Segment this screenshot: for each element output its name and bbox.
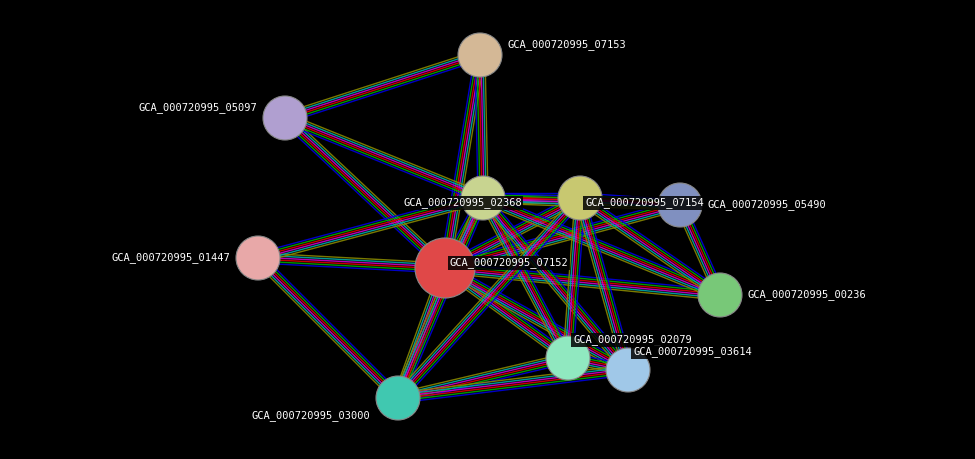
Circle shape <box>263 96 307 140</box>
Circle shape <box>698 273 742 317</box>
Circle shape <box>376 376 420 420</box>
Text: GCA_000720995_00236: GCA_000720995_00236 <box>748 290 867 301</box>
Text: GCA_000720995_02079: GCA_000720995_02079 <box>573 335 691 346</box>
Circle shape <box>458 33 502 77</box>
Text: GCA_000720995_03000: GCA_000720995_03000 <box>252 410 370 421</box>
Circle shape <box>606 348 650 392</box>
Text: GCA_000720995_05097: GCA_000720995_05097 <box>138 102 257 113</box>
Circle shape <box>546 336 590 380</box>
Text: GCA_000720995_01447: GCA_000720995_01447 <box>111 252 230 263</box>
Circle shape <box>415 238 475 298</box>
Circle shape <box>558 176 602 220</box>
Text: GCA_000720995_05490: GCA_000720995_05490 <box>708 200 827 211</box>
Text: GCA_000720995_07152: GCA_000720995_07152 <box>450 257 568 269</box>
Circle shape <box>461 176 505 220</box>
Text: GCA_000720995_07154: GCA_000720995_07154 <box>585 197 704 208</box>
Text: GCA_000720995_03614: GCA_000720995_03614 <box>633 347 752 358</box>
Circle shape <box>658 183 702 227</box>
Text: GCA_000720995_07153: GCA_000720995_07153 <box>508 39 627 50</box>
Circle shape <box>236 236 280 280</box>
Text: GCA_000720995_02368: GCA_000720995_02368 <box>403 197 522 208</box>
